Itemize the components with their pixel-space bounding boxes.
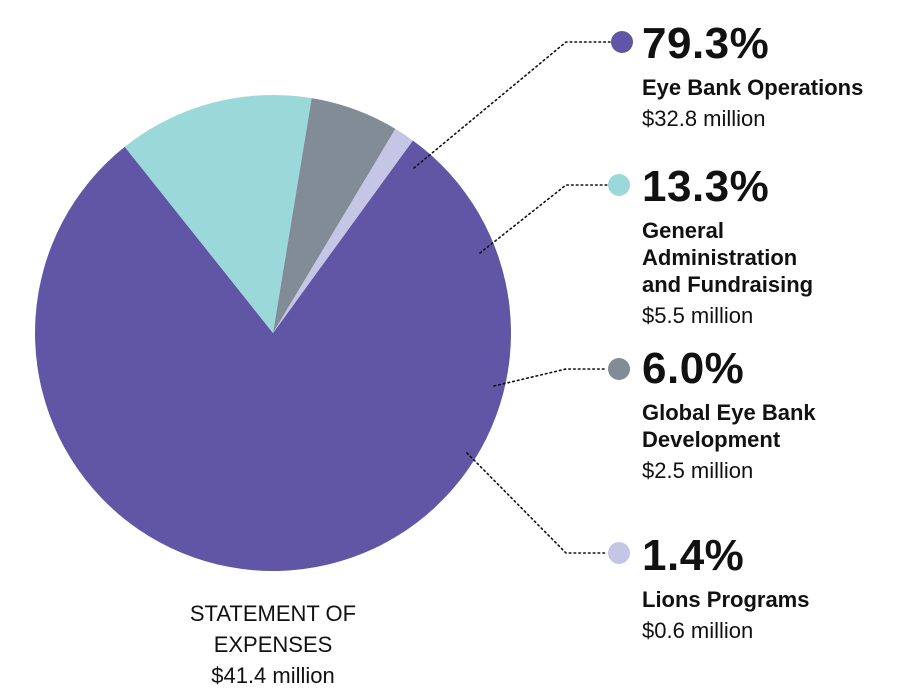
leader-line xyxy=(413,41,611,169)
chart-title-line: EXPENSES xyxy=(213,632,333,657)
legend-entry-eye-bank-operations: 79.3% Eye Bank Operations $32.8 million xyxy=(642,22,863,132)
leader-lines xyxy=(413,41,611,554)
slice-percent-label: 13.3% xyxy=(642,162,770,211)
legend-entry-lions-programs: 1.4% Lions Programs $0.6 million xyxy=(642,534,809,644)
slice-amount-label: $5.5 million xyxy=(642,303,754,328)
slice-name-line: Global Eye Bank xyxy=(642,400,816,425)
legend-entry-global-eye-bank-development: 6.0% Global Eye Bank Development $2.5 mi… xyxy=(642,347,816,484)
chart-title-line: STATEMENT OF xyxy=(189,601,357,626)
slice-name-label: Global Eye Bank Development xyxy=(642,399,816,453)
slice-name-line: Lions Programs xyxy=(642,587,810,612)
slice-name-label: Lions Programs xyxy=(642,586,809,613)
slice-name-line: and Fundraising xyxy=(642,272,814,297)
legend-dot xyxy=(608,358,630,380)
slice-name-label: Eye Bank Operations xyxy=(642,74,863,101)
slice-amount-label: $32.8 million xyxy=(642,106,766,131)
chart-caption: STATEMENT OF EXPENSES $41.4 million xyxy=(138,598,408,691)
slice-name-label: General Administration and Fundraising xyxy=(642,217,813,298)
slice-percent-label: 6.0% xyxy=(642,344,745,393)
leader-line xyxy=(493,368,608,387)
slice-name-line: Administration xyxy=(642,245,798,270)
legend-dots xyxy=(608,31,633,564)
pie-slice xyxy=(273,128,413,333)
slice-name-line: Development xyxy=(642,427,781,452)
legend-dot xyxy=(608,174,630,196)
chart-total-amount: $41.4 million xyxy=(211,663,335,688)
legend-dot xyxy=(608,542,630,564)
leader-line xyxy=(466,452,608,554)
slice-name-line: Eye Bank Operations xyxy=(642,75,864,100)
slice-amount-label: $0.6 million xyxy=(642,618,754,643)
legend-dot xyxy=(611,31,633,53)
pie-slices xyxy=(35,95,512,571)
pie-slice xyxy=(35,140,512,571)
pie-slice xyxy=(273,98,396,333)
slice-amount-label: $2.5 million xyxy=(642,458,754,483)
slice-percent-label: 79.3% xyxy=(642,19,770,68)
pie-slice xyxy=(124,95,312,333)
legend-entry-general-administration: 13.3% General Administration and Fundrai… xyxy=(642,165,813,329)
leader-line xyxy=(479,184,608,254)
slice-name-line: General xyxy=(642,218,724,243)
slice-percent-label: 1.4% xyxy=(642,531,745,580)
